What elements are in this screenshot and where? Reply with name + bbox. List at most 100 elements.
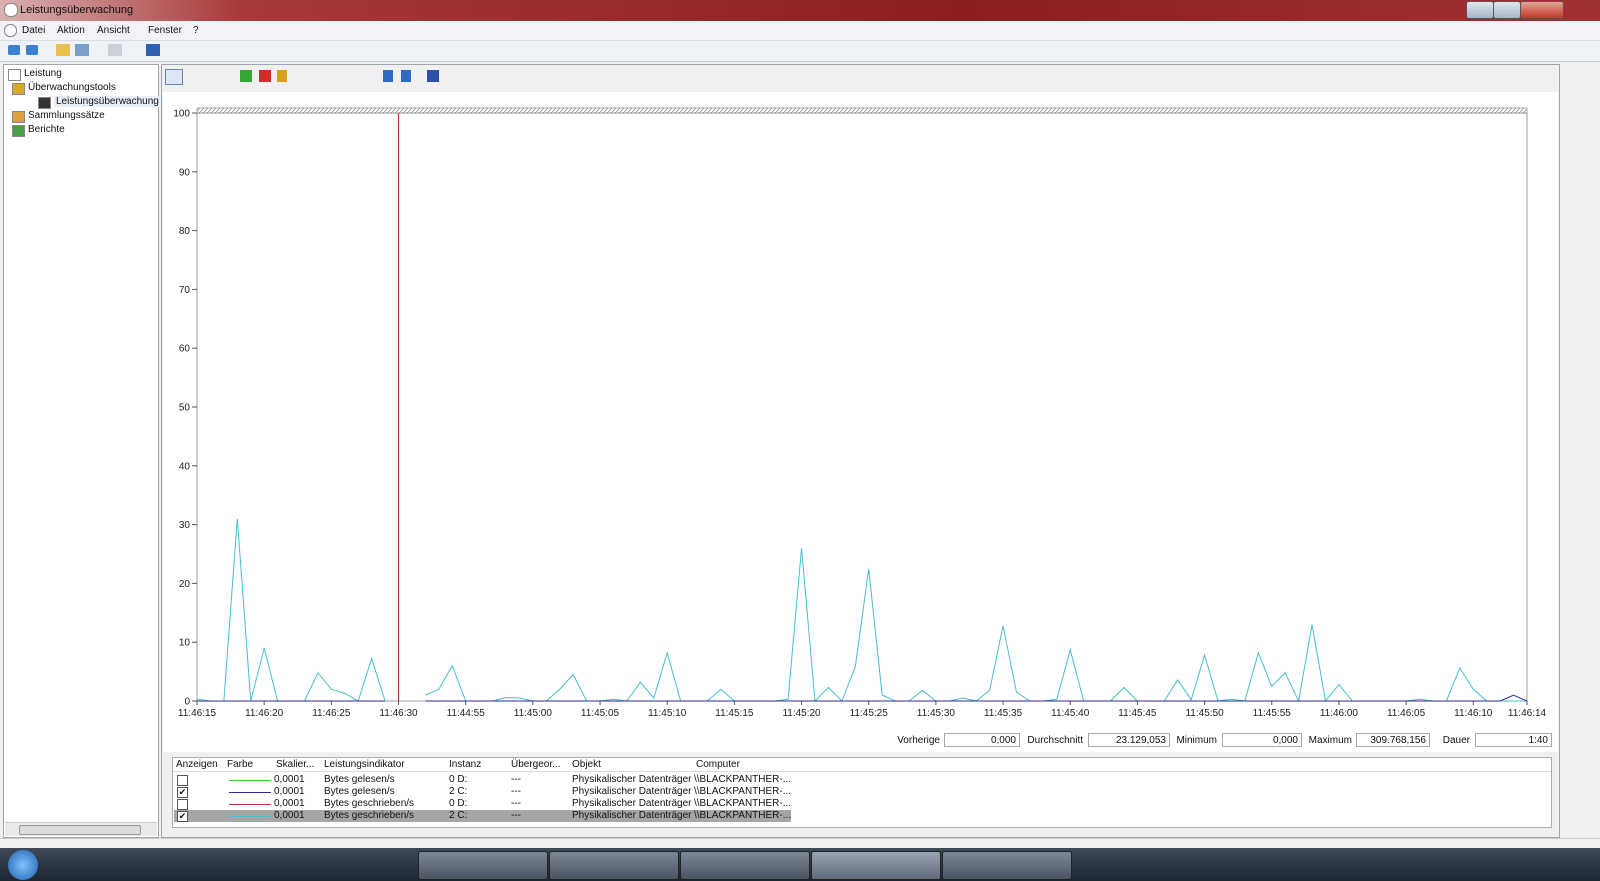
menu-item[interactable]: Fenster bbox=[148, 25, 182, 36]
table-cell: Physikalischer Datenträger bbox=[572, 786, 692, 797]
stat-label: Dauer bbox=[1442, 735, 1470, 746]
top-band bbox=[196, 107, 1528, 114]
column-header[interactable]: Objekt bbox=[572, 759, 601, 770]
x-tick-label: 11:45:50 bbox=[1185, 708, 1224, 719]
column-header[interactable]: Instanz bbox=[449, 759, 482, 770]
title-bar: Leistungsüberwachung bbox=[0, 0, 1600, 21]
tree-icon bbox=[38, 97, 51, 109]
update-button[interactable] bbox=[401, 70, 411, 82]
tree-icon bbox=[12, 125, 25, 137]
help-button[interactable] bbox=[146, 44, 160, 56]
y-tick-label: 40 bbox=[179, 461, 191, 472]
x-tick-label: 11:45:25 bbox=[850, 708, 889, 719]
menu-bar: Datei Aktion Ansicht Fenster? bbox=[0, 21, 1600, 41]
back-button[interactable] bbox=[8, 45, 20, 55]
x-tick-label: 11:46:20 bbox=[245, 708, 284, 719]
close-button[interactable] bbox=[1520, 1, 1564, 19]
tree-icon bbox=[12, 83, 25, 95]
x-tick-label: 11:46:25 bbox=[312, 708, 351, 719]
y-tick-label: 20 bbox=[179, 579, 191, 590]
menu-item[interactable]: Datei bbox=[22, 25, 46, 36]
tree-item[interactable]: Leistung bbox=[24, 68, 62, 79]
series-line bbox=[196, 518, 1527, 703]
task-button[interactable] bbox=[942, 851, 1072, 880]
y-tick-label: 30 bbox=[179, 520, 191, 531]
tree-icon bbox=[8, 69, 21, 81]
y-tick-label: 90 bbox=[179, 167, 191, 178]
up-button[interactable] bbox=[56, 44, 70, 56]
table-cell: --- bbox=[511, 798, 521, 809]
tree-item[interactable]: Überwachungstools bbox=[28, 82, 116, 93]
stat-value: 0,000 bbox=[944, 733, 1020, 747]
stat-label: Maximum bbox=[1308, 735, 1352, 746]
checkbox[interactable] bbox=[177, 775, 188, 786]
column-header[interactable]: Farbe bbox=[227, 759, 254, 770]
tree-toggle-button[interactable] bbox=[75, 44, 89, 56]
table-cell: 0,0001 bbox=[274, 798, 305, 809]
x-tick-label: 11:45:15 bbox=[715, 708, 754, 719]
task-button[interactable] bbox=[811, 851, 941, 880]
scroll-thumb[interactable] bbox=[19, 825, 141, 835]
y-tick-label: 60 bbox=[179, 344, 191, 355]
column-header[interactable]: Leistungsindikator bbox=[324, 759, 405, 770]
checkbox[interactable]: ✔ bbox=[177, 811, 188, 822]
tree-item[interactable]: Berichte bbox=[28, 124, 65, 135]
task-button[interactable] bbox=[549, 851, 679, 880]
table-cell: Bytes geschrieben/s bbox=[324, 810, 415, 821]
freeze-button[interactable] bbox=[383, 70, 393, 82]
y-tick-label: 0 bbox=[184, 697, 190, 708]
window-title: Leistungsüberwachung bbox=[20, 4, 134, 16]
x-tick-label: 11:46:15 bbox=[178, 708, 217, 719]
task-button[interactable] bbox=[418, 851, 548, 880]
y-tick-label: 100 bbox=[173, 109, 190, 120]
highlight-button[interactable] bbox=[277, 70, 287, 82]
color-swatch bbox=[229, 816, 271, 817]
counter-table: Anzeigen Farbe Skalier... Leistungsindikato… bbox=[172, 757, 1552, 828]
view-button[interactable] bbox=[165, 69, 183, 85]
menu-item[interactable]: Aktion bbox=[57, 25, 85, 36]
table-cell: 2 C: bbox=[449, 810, 468, 821]
tree-item[interactable]: Leistungsüberwachung bbox=[54, 96, 161, 107]
x-tick-label: 11:46:30 bbox=[379, 708, 418, 719]
tree-pane: Leistung Überwachungstools Leistungsüberwa… bbox=[3, 64, 161, 838]
column-header[interactable]: Anzeigen bbox=[176, 759, 218, 770]
color-swatch bbox=[229, 792, 271, 793]
help-button[interactable] bbox=[427, 70, 439, 82]
table-cell: --- bbox=[511, 786, 521, 797]
menu-item[interactable]: Ansicht bbox=[97, 25, 130, 36]
column-header[interactable]: Übergeor... bbox=[511, 759, 561, 770]
table-cell: 0 D: bbox=[449, 798, 468, 809]
checkbox[interactable]: ✔ bbox=[177, 787, 188, 798]
toolbar bbox=[0, 41, 1600, 62]
mmc-icon bbox=[4, 24, 17, 37]
column-header[interactable]: Computer bbox=[696, 759, 740, 770]
table-cell: \\BLACKPANTHER-... bbox=[694, 774, 792, 785]
table-cell: Bytes gelesen/s bbox=[324, 774, 395, 785]
export-button[interactable] bbox=[108, 44, 122, 56]
horizontal-scrollbar[interactable] bbox=[5, 822, 157, 836]
y-tick-label: 80 bbox=[179, 226, 191, 237]
x-tick-label: 11:45:45 bbox=[1118, 708, 1157, 719]
x-tick-label: 11:45:40 bbox=[1051, 708, 1090, 719]
task-button[interactable] bbox=[680, 851, 810, 880]
checkbox[interactable] bbox=[177, 799, 188, 810]
table-cell: --- bbox=[511, 774, 521, 785]
add-button[interactable] bbox=[240, 70, 252, 82]
chart: 0 10 20 30 40 50 60 70 80 90 100 11:46:15 11:46:20 11… bbox=[173, 107, 1547, 719]
delete-button[interactable] bbox=[259, 70, 271, 82]
chart-toolbar bbox=[165, 68, 439, 86]
table-cell: Physikalischer Datenträger bbox=[572, 774, 692, 785]
start-button[interactable] bbox=[8, 850, 38, 880]
tree-item[interactable]: Sammlungssätze bbox=[28, 110, 105, 121]
menu-item[interactable]: ? bbox=[193, 25, 199, 36]
table-cell: 0 D: bbox=[449, 774, 468, 785]
table-cell: Bytes geschrieben/s bbox=[324, 798, 415, 809]
table-header bbox=[173, 758, 1551, 772]
x-tick-label: 11:46:10 bbox=[1454, 708, 1493, 719]
stat-label: Vorherige bbox=[897, 735, 940, 746]
y-tick-label: 70 bbox=[179, 285, 191, 296]
column-header[interactable]: Skalier... bbox=[276, 759, 315, 770]
x-tick-label: 11:44:55 bbox=[447, 708, 486, 719]
forward-button[interactable] bbox=[26, 45, 38, 55]
